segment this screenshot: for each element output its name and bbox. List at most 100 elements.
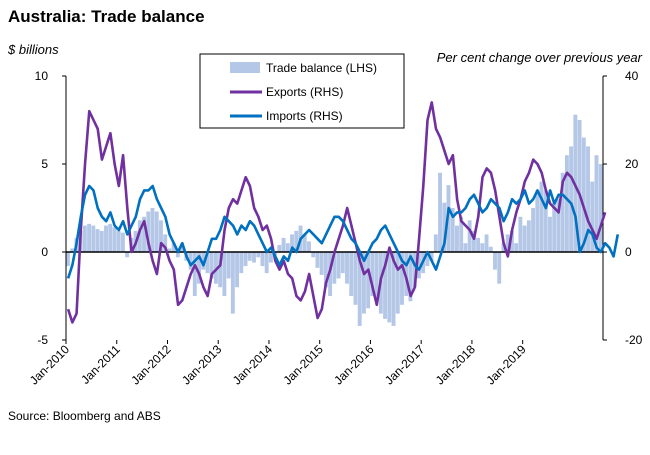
- trade-balance-bar: [104, 225, 108, 252]
- trade-balance-bar: [302, 234, 307, 252]
- trade-balance-bar: [218, 252, 223, 288]
- imports-line: [66, 184, 620, 279]
- trade-balance-bar: [395, 252, 400, 314]
- trade-balance-bar: [150, 208, 155, 252]
- x-tick-label: Jan-2019: [483, 342, 529, 388]
- trade-balance-bar: [142, 216, 146, 252]
- trade-balance-bar: [416, 252, 421, 279]
- trade-balance-bar: [581, 137, 586, 252]
- trade-balance-bar: [226, 252, 231, 279]
- right-tick-label: -20: [625, 333, 643, 347]
- trade-balance-bar: [213, 252, 218, 284]
- trade-balance-bar: [264, 252, 269, 274]
- trade-balance-bar: [285, 243, 290, 252]
- trade-balance-bar: [480, 243, 485, 252]
- trade-balance-bar: [180, 243, 185, 252]
- x-tick-label: Jan-2014: [230, 342, 276, 388]
- trade-balance-bar: [370, 252, 375, 296]
- trade-balance-bar: [336, 252, 341, 279]
- trade-balance-bar: [349, 252, 354, 296]
- trade-balance-bar: [374, 252, 379, 302]
- trade-balance-bar: [408, 252, 413, 302]
- trade-balance-bar: [476, 237, 481, 252]
- trade-balance-bar: [361, 252, 366, 314]
- trade-balance-bar: [383, 252, 388, 319]
- trade-balance-bar: [586, 146, 590, 252]
- trade-balance-bar: [522, 225, 527, 252]
- x-tick-label: Jan-2018: [433, 342, 479, 388]
- x-tick-label: Jan-2010: [27, 342, 73, 388]
- left-tick-label: 0: [41, 245, 48, 259]
- trade-balance-bar: [391, 252, 396, 326]
- trade-balance-bar: [99, 230, 104, 252]
- exports-line: [66, 101, 607, 324]
- trade-balance-bar: [438, 172, 442, 252]
- trade-balance-bar: [556, 199, 561, 252]
- trade-balance-bar: [235, 252, 240, 288]
- trade-balance-bar: [560, 172, 565, 252]
- trade-balance-bar: [70, 248, 75, 252]
- trade-balance-bar: [281, 237, 286, 252]
- trade-balance-bar: [429, 252, 434, 261]
- chart-title: Australia: Trade balance: [8, 7, 205, 26]
- trade-balance-bar: [509, 230, 514, 252]
- trade-balance-bar: [467, 220, 472, 252]
- trade-balance-bar: [243, 252, 248, 267]
- trade-balance-bar: [493, 252, 497, 270]
- trade-balance-bar: [95, 229, 100, 252]
- right-tick-label: 0: [625, 245, 632, 259]
- x-tick-label: Jan-2012: [128, 342, 174, 388]
- source-note: Source: Bloomberg and ABS: [8, 409, 161, 423]
- trade-balance-bar: [484, 234, 489, 252]
- x-tick-label: Jan-2016: [331, 342, 377, 388]
- trade-balance-bar: [175, 252, 180, 258]
- legend-label-imports: Imports (RHS): [266, 109, 343, 123]
- legend: Trade balance (LHS) Exports (RHS) Import…: [199, 53, 405, 129]
- trade-balance-bar: [230, 252, 235, 314]
- trade-balance-bar: [543, 190, 548, 252]
- trade-balance-bar: [501, 243, 506, 252]
- trade-balance-bars: [66, 114, 603, 326]
- trade-balance-bar: [366, 252, 371, 309]
- trade-balance-bar: [192, 252, 197, 296]
- trade-balance-bar: [387, 252, 392, 323]
- trade-balance-bar: [294, 230, 299, 252]
- trade-balance-bar: [569, 146, 574, 252]
- trade-balance-bar: [514, 243, 519, 252]
- trade-balance-bar: [315, 252, 320, 268]
- trade-balance-bar: [497, 252, 502, 284]
- trade-balance-bar: [307, 241, 311, 252]
- trade-balance-bar: [345, 252, 349, 284]
- trade-balance-bar: [442, 202, 447, 252]
- trade-balance-bar: [323, 252, 328, 288]
- trade-balance-bar: [256, 252, 261, 258]
- trade-balance-bar: [205, 252, 210, 274]
- trade-balance-bar: [577, 120, 582, 252]
- trade-balance-bar: [108, 223, 113, 252]
- trade-balance-bar: [590, 181, 595, 252]
- trade-balance-bar: [247, 252, 252, 261]
- trade-balance-bar: [268, 252, 273, 263]
- trade-balance-bar: [471, 230, 476, 252]
- trade-balance-bar: [116, 230, 121, 252]
- trade-balance-bar: [290, 234, 294, 252]
- left-tick-label: 5: [41, 157, 48, 171]
- left-tick-label: 10: [35, 69, 49, 83]
- trade-balance-bar: [594, 155, 599, 252]
- x-tick-label: Jan-2015: [281, 342, 327, 388]
- trade-balance-bar: [535, 190, 540, 252]
- trade-balance-bar: [518, 216, 523, 252]
- trade-balance-bar: [319, 252, 324, 275]
- trade-balance-bar: [125, 252, 130, 258]
- trade-balance-bar: [598, 164, 603, 252]
- trade-balance-bar: [505, 234, 510, 252]
- legend-label-trade-balance: Trade balance (LHS): [266, 61, 377, 75]
- right-tick-label: 40: [625, 69, 639, 83]
- trade-balance-bar: [548, 216, 552, 252]
- trade-balance-bar: [357, 252, 362, 326]
- trade-balance-bar: [146, 211, 151, 252]
- trade-balance-bar: [137, 220, 142, 252]
- trade-balance-bar: [197, 252, 201, 284]
- x-tick-label: Jan-2017: [382, 342, 428, 388]
